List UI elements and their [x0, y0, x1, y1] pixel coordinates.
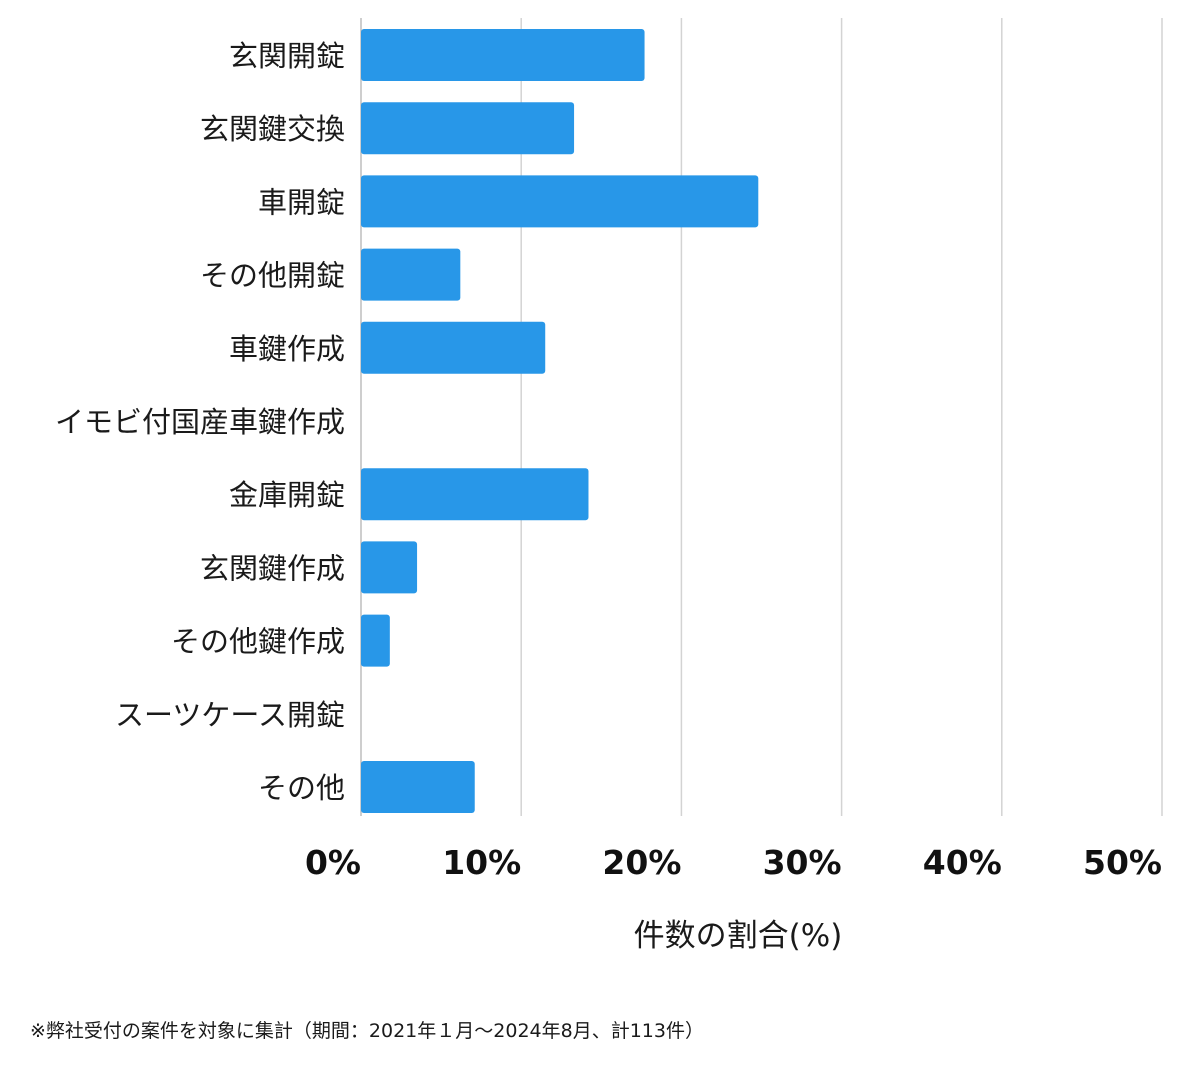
x-tick-labels: 0% 10% 20% 30% 40% 50% — [305, 843, 1162, 882]
bar — [361, 321, 546, 374]
category-label: その他鍵作成 — [171, 625, 345, 659]
x-tick-label: 40% — [923, 843, 1002, 882]
category-label: その他開錠 — [200, 259, 345, 293]
bar — [361, 175, 759, 228]
x-tick-label: 30% — [763, 843, 842, 882]
category-label: イモビ付国産車鍵作成 — [55, 405, 345, 439]
x-tick-label: 20% — [602, 843, 681, 882]
footnote: ※弊社受付の案件を対象に集計（期間：2021年１月〜2024年8月、計113件） — [30, 1020, 704, 1042]
category-label: スーツケース開錠 — [115, 698, 345, 732]
bar — [361, 614, 390, 667]
x-tick-label: 10% — [442, 843, 521, 882]
category-label: 玄関鍵作成 — [200, 551, 345, 585]
bar-chart: 玄関開錠玄関鍵交換車開錠その他開錠車鍵作成イモビ付国産車鍵作成金庫開錠玄関鍵作成… — [55, 18, 1163, 954]
category-label: 玄関鍵交換 — [200, 112, 345, 146]
bar — [361, 468, 589, 521]
x-tick-label: 0% — [305, 843, 361, 882]
bar — [361, 541, 418, 594]
category-label: 金庫開錠 — [229, 478, 345, 512]
category-label: その他 — [258, 771, 345, 805]
bar — [361, 29, 645, 81]
category-label: 車鍵作成 — [229, 332, 345, 366]
bar — [361, 761, 475, 813]
bar — [361, 102, 575, 155]
bar — [361, 248, 461, 301]
bars — [361, 29, 759, 813]
category-labels: 玄関開錠玄関鍵交換車開錠その他開錠車鍵作成イモビ付国産車鍵作成金庫開錠玄関鍵作成… — [55, 39, 345, 805]
category-label: 車開錠 — [258, 185, 345, 219]
x-tick-label: 50% — [1083, 843, 1162, 882]
category-label: 玄関開錠 — [229, 39, 345, 73]
x-axis-title: 件数の割合(%) — [634, 918, 843, 954]
